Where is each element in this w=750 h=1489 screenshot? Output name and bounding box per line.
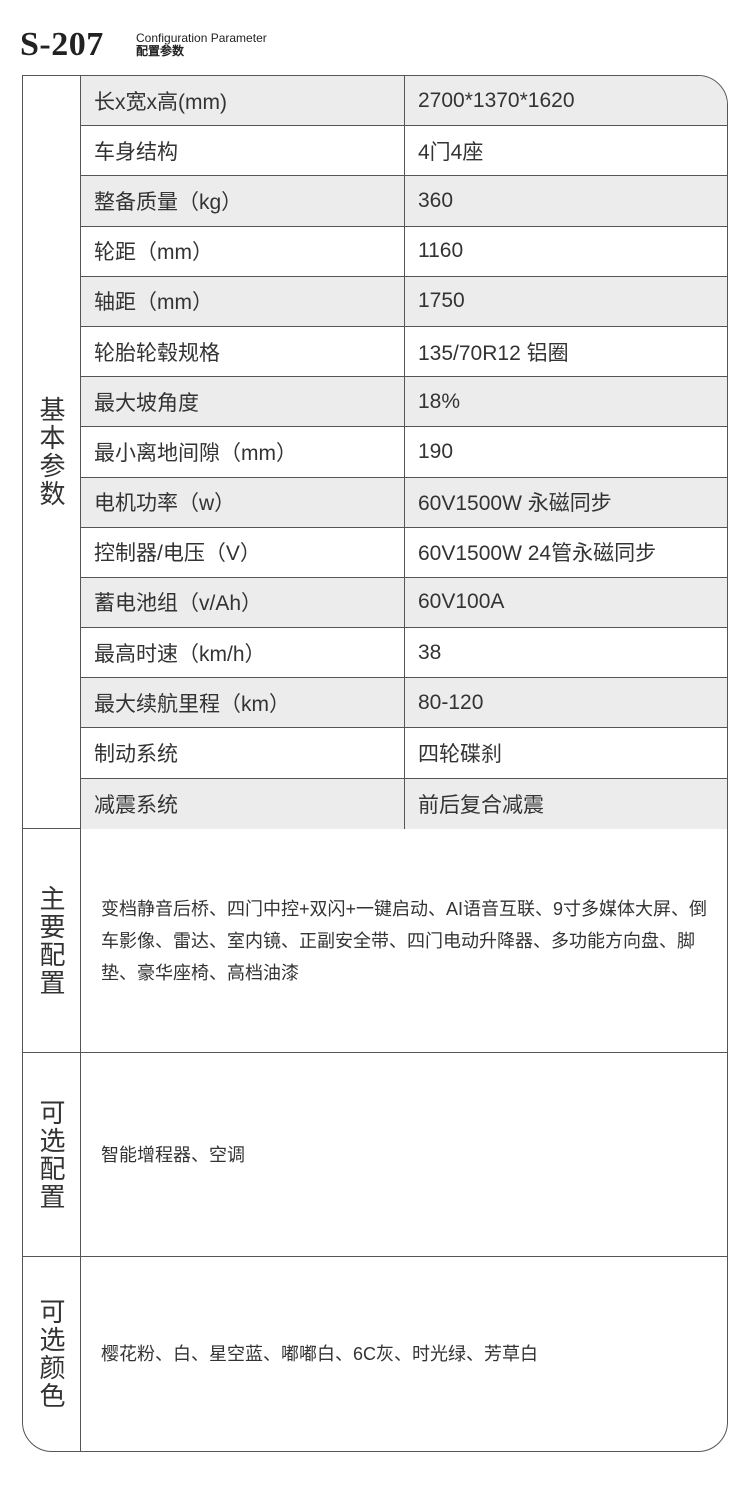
section-label-text: 基本参数 [36,396,66,508]
spec-value: 60V100A [418,590,505,614]
section-main-config: 主要配置 变档静音后桥、四门中控+双闪+一键启动、AI语音互联、9寸多媒体大屏、… [23,829,727,1053]
section-optional-config: 可选配置 智能增程器、空调 [23,1053,727,1257]
table-row: 电机功率（w） 60V1500W 永磁同步 [81,477,727,528]
table-row: 减震系统 前后复合减震 [81,778,727,829]
page-subtitle: Configuration Parameter 配置参数 [136,32,267,58]
table-row: 最大续航里程（km） 80-120 [81,678,727,729]
spec-value: 38 [418,640,442,664]
spec-rows: 长x宽x高(mm) 2700*1370*1620 车身结构 4门4座 整备质量（kg） 3… [81,76,727,829]
spec-value: 190 [418,439,454,463]
spec-key: 长x宽x高(mm) [81,76,405,126]
spec-value: 18% [418,389,461,413]
colors-text: 樱花粉、白、星空蓝、嘟嘟白、6C灰、时光绿、芳草白 [101,1344,539,1364]
section-label-text: 可选配置 [36,1098,66,1211]
section-colors: 可选颜色 樱花粉、白、星空蓝、嘟嘟白、6C灰、时光绿、芳草白 [23,1257,727,1451]
spec-value: 2700*1370*1620 [418,88,575,112]
model-name: S-207 [20,26,104,63]
table-row: 制动系统 四轮碟刹 [81,728,727,779]
section-label: 可选配置 [23,1053,81,1256]
section-basic: 基本参数 长x宽x高(mm) 2700*1370*1620 车身结构 4门4座 整备质量… [23,76,727,829]
spec-key: 轮胎轮毂规格 [81,326,405,377]
subtitle-cn: 配置参数 [136,44,185,58]
table-row: 轮距（mm） 1160 [81,226,727,277]
spec-key: 蓄电池组（v/Ah） [81,577,405,628]
spec-key: 电机功率（w） [81,477,405,527]
spec-key: 最高时速（km/h） [81,628,405,678]
spec-value: 四轮碟刹 [418,743,502,767]
spec-value: 4门4座 [418,140,484,164]
spec-value: 80-120 [418,690,484,714]
subtitle-en: Configuration Parameter [136,31,267,45]
table-row: 车身结构 4门4座 [81,126,727,177]
spec-value: 360 [418,188,454,212]
optional-config-text: 智能增程器、空调 [101,1144,245,1165]
spec-value: 前后复合减震 [418,793,544,817]
section-label: 基本参数 [23,76,81,828]
table-row: 长x宽x高(mm) 2700*1370*1620 [81,76,727,127]
spec-key: 轴距（mm） [81,276,405,326]
spec-key: 最大坡角度 [81,377,405,427]
spec-value: 135/70R12 铝圈 [418,341,569,365]
table-row: 轮胎轮毂规格 135/70R12 铝圈 [81,326,727,378]
table-row: 控制器/电压（V） 60V1500W 24管永磁同步 [81,527,727,578]
spec-table: 基本参数 长x宽x高(mm) 2700*1370*1620 车身结构 4门4座 整备质量… [22,75,728,1452]
table-row: 最高时速（km/h） 38 [81,628,727,679]
table-row: 最大坡角度 18% [81,377,727,428]
table-row: 整备质量（kg） 360 [81,176,727,227]
main-config-text: 变档静音后桥、四门中控+双闪+一键启动、AI语音互联、9寸多媒体大屏、倒车影像、… [101,898,708,983]
spec-key: 控制器/电压（V） [81,527,405,577]
spec-key: 整备质量（kg） [81,176,405,226]
spec-key: 最小离地间隙（mm） [81,427,405,477]
section-label: 主要配置 [23,829,81,1052]
table-row: 轴距（mm） 1750 [81,276,727,327]
spec-key: 轮距（mm） [81,226,405,276]
table-row: 蓄电池组（v/Ah） 60V100A [81,577,727,629]
spec-value: 60V1500W 24管永磁同步 [418,542,657,566]
table-row: 最小离地间隙（mm） 190 [81,427,727,478]
spec-key: 减震系统 [81,778,405,829]
spec-key: 车身结构 [81,126,405,176]
spec-key: 制动系统 [81,728,405,778]
section-label-text: 可选颜色 [36,1298,66,1410]
section-label: 可选颜色 [23,1257,81,1451]
spec-value: 1750 [418,289,465,313]
spec-key: 最大续航里程（km） [81,678,405,728]
section-label-text: 主要配置 [36,884,66,997]
spec-value: 1160 [418,239,464,263]
spec-value: 60V1500W 永磁同步 [418,492,612,516]
